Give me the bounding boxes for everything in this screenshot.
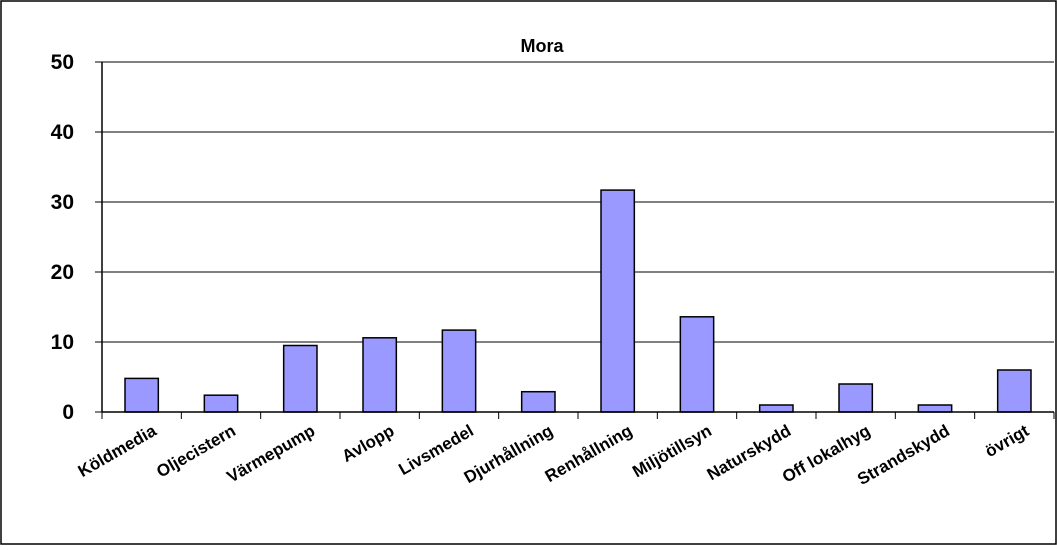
bar <box>362 337 398 413</box>
y-tick-label: 20 <box>51 261 74 284</box>
y-tick-label: 0 <box>62 401 74 424</box>
bar <box>282 344 318 413</box>
y-tick-label: 30 <box>51 191 74 214</box>
bar <box>996 369 1032 413</box>
bar <box>758 404 794 413</box>
bar <box>600 189 636 413</box>
bar <box>124 377 160 413</box>
y-tick-label: 10 <box>51 331 74 354</box>
y-tick-label: 50 <box>51 51 74 74</box>
bars <box>124 189 1032 413</box>
bar <box>203 394 239 413</box>
gridlines <box>102 61 1054 343</box>
bar <box>838 383 874 413</box>
y-tick-label: 40 <box>51 121 74 144</box>
axes <box>101 62 1055 419</box>
bar <box>917 404 953 413</box>
bar <box>441 329 477 413</box>
chart-title: Mora <box>520 36 564 56</box>
bar <box>520 390 556 413</box>
y-axis-ticks: 0 10 20 30 40 50 <box>51 51 102 424</box>
bar <box>679 316 715 413</box>
